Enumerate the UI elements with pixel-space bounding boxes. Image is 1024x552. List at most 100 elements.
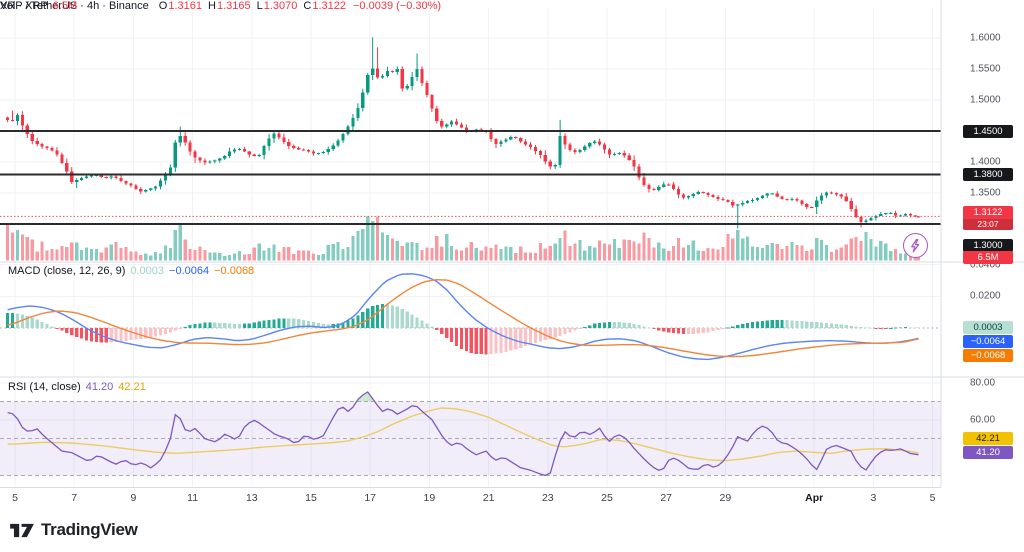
volume-bar (479, 250, 483, 261)
candle-body (750, 199, 755, 202)
volume-value: 6.5M (52, 0, 78, 12)
volume-bar (366, 216, 370, 261)
macd-histogram-bar (80, 328, 84, 339)
macd-histogram-bar (869, 327, 873, 329)
macd-histogram-bar (696, 328, 700, 334)
macd-histogram-bar (257, 321, 261, 328)
tradingview-logo[interactable]: TradingView (10, 520, 138, 540)
volume-bar (109, 244, 113, 261)
candle-body (242, 149, 246, 152)
macd-histogram-bar (533, 328, 538, 343)
candle-body (800, 200, 804, 205)
candle-body (889, 213, 893, 215)
time-tick-label: 21 (482, 492, 495, 504)
volume-bar (139, 254, 143, 261)
rsi-indicator-title[interactable]: RSI (14, close) (8, 381, 81, 393)
candle-body (548, 161, 552, 167)
candle-body (731, 201, 735, 206)
candle-body (854, 208, 858, 218)
macd-histogram-bar (528, 328, 533, 345)
macd-histogram-bar (662, 328, 666, 332)
volume-bar (237, 251, 242, 261)
candle-body (780, 196, 784, 199)
volume-bar (25, 236, 29, 261)
macd-axis-badge: −0.0064 (963, 335, 1013, 348)
candle-body (884, 213, 888, 215)
candle-body (627, 155, 631, 160)
price-tick-label: 1.5000 (970, 94, 1001, 106)
volume-bar (864, 232, 868, 261)
macd-histogram-bar (815, 322, 819, 328)
macd-histogram-bar (163, 328, 168, 335)
volume-bar (114, 242, 118, 261)
candle-body (746, 201, 750, 203)
macd-histogram-bar (741, 323, 745, 328)
volume-bar (60, 245, 64, 261)
candle-body (193, 151, 197, 158)
macd-histogram-bar (247, 323, 251, 328)
candle-body (612, 153, 616, 155)
volume-bar (731, 238, 735, 261)
low-label: L (256, 0, 263, 12)
macd-histogram-bar (400, 308, 404, 328)
time-tick-label: 3 (870, 492, 877, 504)
macd-histogram-bar (213, 322, 217, 328)
macd-indicator-title[interactable]: MACD (close, 12, 26, 9) (8, 265, 126, 277)
volume-bar (548, 245, 552, 261)
candle-body (903, 214, 908, 216)
rsi-legend: RSI (14, close) 41.20 42.21 (8, 381, 146, 393)
volume-bar (302, 250, 306, 261)
macd-histogram-bar (780, 319, 784, 328)
macd-signal-line (7, 278, 919, 358)
macd-histogram-bar (297, 319, 301, 328)
macd-histogram-bar (667, 328, 671, 333)
macd-histogram-bar (40, 321, 44, 328)
volume-bar (464, 247, 468, 261)
macd-histogram-bar (168, 328, 172, 333)
volume-bar (203, 250, 207, 261)
macd-histogram-bar (642, 326, 646, 328)
candle-body (652, 189, 656, 191)
candle-body (173, 142, 177, 168)
macd-histogram-bar (89, 328, 94, 342)
symbol-title[interactable]: XRP / TetherUS · 4h · Binance (0, 0, 149, 12)
candle-body (109, 176, 113, 178)
macd-histogram-bar (750, 322, 755, 328)
time-scale[interactable]: 5 7 9 11 13 15 17 19 21 23 25 27 29 Apr 3 5 (0, 487, 941, 511)
candle-body (459, 124, 464, 128)
candle-body (119, 178, 123, 182)
quick-trade-button[interactable] (903, 233, 928, 258)
candle-body (40, 144, 44, 147)
macd-histogram-bar (805, 321, 809, 328)
macd-histogram-bar (114, 328, 118, 342)
price-scale[interactable]: 1.6000 1.5500 1.5000 1.4000 1.3500 1.4500 1.38… (941, 0, 1024, 510)
macd-histogram-bar (859, 326, 863, 328)
volume-bar (829, 251, 834, 261)
candle-body (198, 157, 202, 161)
volume-bar (760, 247, 764, 261)
volume-bar (583, 250, 587, 261)
rsi-value: 41.20 (85, 381, 114, 393)
volume-bar (617, 248, 621, 261)
macd-histogram-bar (765, 320, 769, 328)
candle-body (282, 137, 286, 142)
volume-bar (232, 253, 237, 261)
symbol-legend: XRP / TetherUS · 4h · Binance O 1.3161 H… (0, 0, 441, 12)
macd-histogram-bar (326, 324, 330, 328)
macd-tick-label: 0.0400 (970, 259, 1001, 271)
macd-histogram-bar (193, 324, 197, 328)
candle-body (672, 184, 676, 189)
macd-histogram-bar (84, 328, 89, 341)
volume-label[interactable]: Vol · XRP (0, 0, 48, 12)
volume-bar (662, 248, 666, 261)
macd-histogram-bar (282, 318, 286, 328)
macd-histogram-bar (489, 328, 493, 355)
candle-body (257, 155, 261, 157)
volume-bar (154, 252, 158, 261)
candle-body (55, 150, 59, 155)
macd-histogram-bar (316, 322, 320, 328)
candle-body (879, 214, 883, 216)
volume-bar (790, 242, 794, 261)
volume-bar (667, 251, 671, 261)
